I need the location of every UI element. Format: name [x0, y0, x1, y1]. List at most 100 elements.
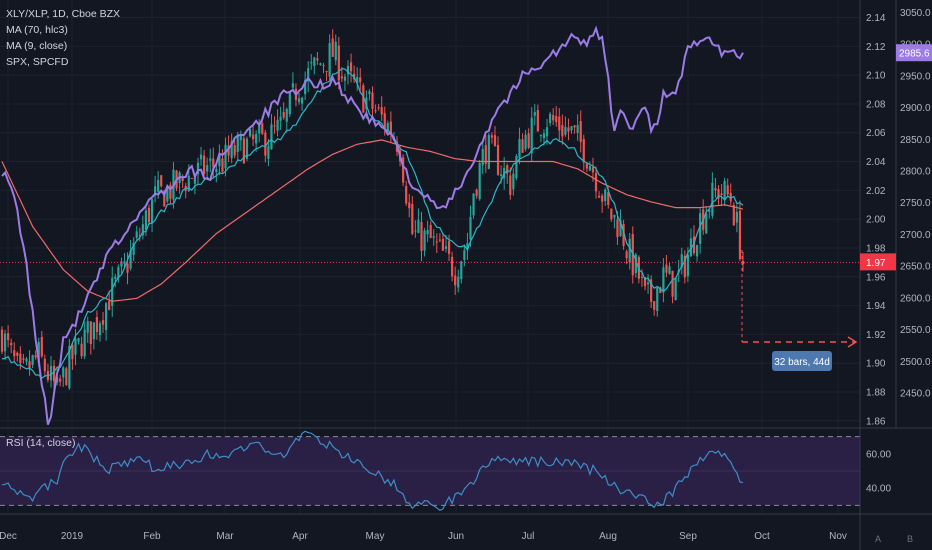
candle-body	[411, 204, 414, 234]
candle-body	[95, 317, 99, 332]
candle	[62, 366, 65, 387]
candle-body	[22, 358, 25, 360]
candle	[86, 316, 89, 344]
candle	[368, 88, 371, 101]
candle	[28, 350, 31, 376]
candle-body	[129, 250, 132, 269]
candle	[7, 325, 10, 348]
candle	[735, 204, 738, 233]
candle-body	[463, 250, 466, 260]
time-tick-label: Jul	[522, 531, 535, 542]
candle-body	[518, 139, 521, 158]
candle-body	[435, 241, 438, 243]
candle-body	[561, 125, 564, 137]
candle	[349, 53, 353, 83]
legend-spx: SPX, SPCFD	[6, 56, 69, 68]
candle-body	[141, 224, 144, 236]
candle	[478, 159, 481, 201]
candle	[653, 301, 656, 316]
candle-body	[138, 235, 141, 237]
auto-scale-button[interactable]: A	[874, 534, 881, 544]
candle	[708, 209, 711, 219]
candle	[420, 212, 423, 262]
candle	[411, 196, 414, 236]
candle-body	[662, 267, 665, 293]
spx-tick-label: 2700.0	[900, 230, 931, 241]
candle-body	[429, 224, 432, 238]
candle	[457, 269, 460, 293]
candle	[169, 181, 172, 205]
candle	[680, 247, 683, 275]
spx-line	[1, 25, 744, 426]
candle-body	[89, 321, 92, 344]
legend-ma70: MA (70, hlc3)	[6, 24, 68, 36]
candle-body	[594, 172, 598, 192]
candle-body	[230, 141, 233, 159]
candle	[518, 127, 521, 165]
candle	[297, 92, 301, 105]
candle-body	[692, 236, 696, 254]
candle	[101, 312, 105, 333]
candle-body	[512, 173, 515, 190]
candle	[31, 354, 34, 369]
candle	[610, 208, 613, 222]
ma70-line	[1, 139, 744, 302]
candle	[276, 109, 279, 137]
candle	[524, 129, 527, 152]
candle-body	[634, 254, 637, 274]
candle	[43, 354, 46, 377]
candle	[622, 219, 625, 250]
candle-body	[472, 193, 475, 216]
candle	[80, 336, 83, 359]
candle-body	[383, 113, 386, 129]
candle-body	[181, 176, 184, 182]
candle	[573, 125, 576, 134]
candle	[359, 68, 362, 92]
candle-body	[297, 98, 301, 103]
candle-body	[166, 186, 169, 202]
log-scale-button[interactable]: B	[906, 534, 913, 544]
candle-body	[71, 344, 74, 360]
candle	[77, 337, 80, 345]
candle	[656, 286, 659, 317]
candle-body	[267, 146, 270, 159]
candle	[539, 134, 543, 143]
candle	[0, 326, 4, 355]
candle-body	[493, 135, 497, 147]
candle	[726, 178, 729, 198]
candle	[239, 130, 242, 151]
candle-body	[653, 301, 656, 310]
measure-annotation: 32 bars, 44d	[741, 250, 858, 371]
candle-body	[570, 126, 573, 131]
candle-body	[389, 121, 392, 135]
candle-body	[552, 114, 555, 121]
candle-body	[646, 282, 650, 285]
candle	[604, 187, 607, 206]
spx-last-label-box	[896, 44, 932, 62]
candle	[408, 193, 411, 218]
candle-body	[13, 350, 16, 357]
candle-body	[380, 107, 383, 115]
rsi-tick-label: 60.00	[866, 449, 891, 460]
candle-body	[153, 186, 157, 195]
candle-body	[637, 257, 640, 279]
candle	[65, 366, 68, 386]
candle-body	[604, 189, 607, 201]
candle	[487, 132, 490, 170]
candle-body	[218, 155, 221, 167]
candle	[300, 96, 304, 111]
candle-body	[444, 246, 448, 249]
candle-body	[619, 220, 622, 237]
candle-body	[144, 210, 148, 230]
candle	[738, 200, 742, 261]
candle-body	[509, 175, 512, 195]
rsi-tick-label: 40.00	[866, 484, 891, 495]
candle	[233, 138, 236, 159]
candle	[68, 338, 71, 390]
candle	[105, 301, 108, 341]
candle-body	[521, 139, 524, 153]
candle	[597, 191, 601, 199]
legend-ma9: MA (9, close)	[6, 40, 68, 52]
candle-body	[242, 138, 245, 164]
